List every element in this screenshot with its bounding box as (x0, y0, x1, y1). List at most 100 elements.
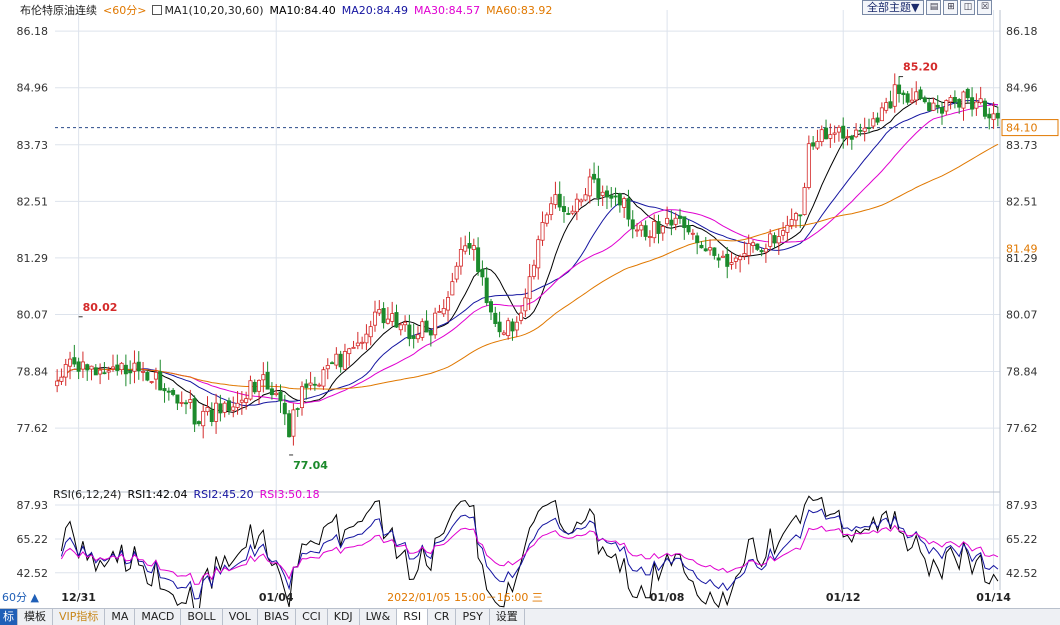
candle-body-3 (68, 358, 73, 367)
candle-body-9 (93, 367, 98, 376)
candle-body-120 (570, 210, 575, 214)
candle-body-146 (682, 216, 687, 228)
tab-lw[interactable]: LW& (360, 609, 398, 625)
candle-body-189 (866, 127, 871, 130)
candle-body-193 (884, 102, 889, 111)
ma-settings-icon[interactable] (152, 5, 163, 15)
candle-body-46 (252, 381, 257, 393)
candle-body-27 (171, 389, 176, 395)
ma30-value: MA30:84.57 (413, 4, 481, 17)
candle-body-71 (360, 341, 365, 344)
tab-rsi[interactable]: RSI (397, 609, 429, 625)
candle-body-216 (982, 100, 987, 117)
rsi1-value: RSI1:42.04 (127, 488, 188, 501)
candle-body-62 (321, 369, 326, 387)
last-price-value: 84.10 (1006, 122, 1038, 135)
candle-body-83 (411, 335, 416, 339)
rsi3-line (60, 524, 999, 585)
period-badge: 60分 ▲ (2, 591, 39, 604)
candle-body-94 (458, 249, 463, 267)
annotation-0: 80.02 (83, 301, 118, 314)
candle-body-6 (80, 361, 85, 370)
candle-body-69 (351, 346, 356, 349)
candle-body-16 (123, 364, 128, 375)
rsi2-value: RSI2:45.20 (193, 488, 254, 501)
period-label[interactable]: <60分> (103, 4, 147, 17)
y-tick-left-1: 84.96 (17, 82, 49, 95)
candle-body-196 (897, 84, 902, 95)
annotation-2: 85.20 (903, 61, 938, 74)
candle-body-152 (708, 247, 713, 251)
candle-body-68 (347, 348, 352, 355)
close-icon[interactable]: ☒ (977, 0, 993, 15)
candle-body-208 (948, 97, 953, 103)
candle-body-215 (978, 98, 983, 103)
candle-body-13 (110, 366, 115, 370)
candle-body-117 (557, 193, 562, 208)
candle-body-58 (304, 383, 309, 388)
candle-body-44 (244, 398, 249, 403)
y-tick-right-0: 86.18 (1006, 25, 1038, 38)
candle-body-110 (527, 276, 532, 300)
candle-body-213 (970, 97, 975, 110)
tab-ma[interactable]: MA (105, 609, 136, 625)
candle-body-35 (205, 407, 210, 413)
candle-body-167 (772, 235, 777, 244)
theme-select[interactable]: 全部主题▼ (862, 0, 925, 15)
tab-template[interactable]: 模板 (18, 609, 53, 625)
candle-body-183 (841, 125, 846, 139)
axes: 86.18 86.18 84.96 84.96 83.73 83.73 82.51 82.51… (2, 25, 1059, 604)
candle-body-173 (798, 214, 803, 217)
candle-body-192 (879, 107, 884, 122)
tab-macd[interactable]: MACD (135, 609, 182, 625)
candle-body-18 (132, 362, 137, 372)
candle-body-93 (454, 265, 459, 280)
main-chart-header: 布伦特原油连续 <60分> MA1(10,20,30,60) MA10:84.40 MA… (20, 2, 558, 17)
candle-body-141 (660, 226, 665, 234)
tab-vol[interactable]: VOL (223, 609, 258, 625)
candle-body-156 (725, 253, 730, 267)
candle-body-19 (136, 361, 141, 372)
candle-body-172 (793, 213, 798, 221)
candle-body-100 (484, 277, 489, 304)
tab-psy[interactable]: PSY (456, 609, 490, 625)
tab-indicator[interactable]: 标 (0, 609, 18, 625)
moving-average-lines (56, 97, 999, 414)
candle-body-122 (579, 199, 584, 203)
candle-body-84 (415, 334, 420, 340)
tab-settings[interactable]: 设置 (490, 609, 525, 625)
candle-body-2 (63, 364, 68, 378)
candle-body-212 (965, 88, 970, 99)
candle-body-181 (832, 132, 837, 135)
candle-body-106 (510, 321, 515, 332)
tab-bias[interactable]: BIAS (258, 609, 297, 625)
candle-body-96 (467, 243, 472, 249)
rsi-lines (60, 495, 999, 615)
resize-icon[interactable]: ◫ (960, 0, 976, 15)
tab-boll[interactable]: BOLL (181, 609, 223, 625)
tab-kdj[interactable]: KDJ (328, 609, 360, 625)
candle-body-166 (768, 233, 773, 247)
y-tick-right-4: 81.29 (1006, 252, 1038, 265)
candle-body-67 (342, 351, 347, 370)
candle-body-132 (622, 198, 627, 208)
candle-body-49 (265, 371, 270, 390)
candle-body-157 (729, 262, 734, 265)
tab-cci[interactable]: CCI (296, 609, 328, 625)
candlestick-series (55, 73, 1000, 446)
zoom-icon[interactable]: ⊞ (943, 0, 959, 15)
candle-body-1 (59, 376, 64, 382)
candle-body-54 (287, 413, 292, 438)
candle-body-143 (669, 219, 674, 226)
candle-body-115 (549, 203, 554, 215)
tab-vip[interactable]: VIP指标 (53, 609, 106, 625)
candle-body-28 (175, 394, 180, 404)
candle-body-33 (196, 421, 201, 425)
candle-body-7 (85, 364, 90, 371)
grid-icon[interactable]: ▤ (926, 0, 942, 15)
candle-body-163 (755, 243, 760, 250)
tab-cr[interactable]: CR (428, 609, 457, 625)
candle-body-140 (656, 221, 661, 234)
y-tick-left-7: 77.62 (17, 422, 49, 435)
